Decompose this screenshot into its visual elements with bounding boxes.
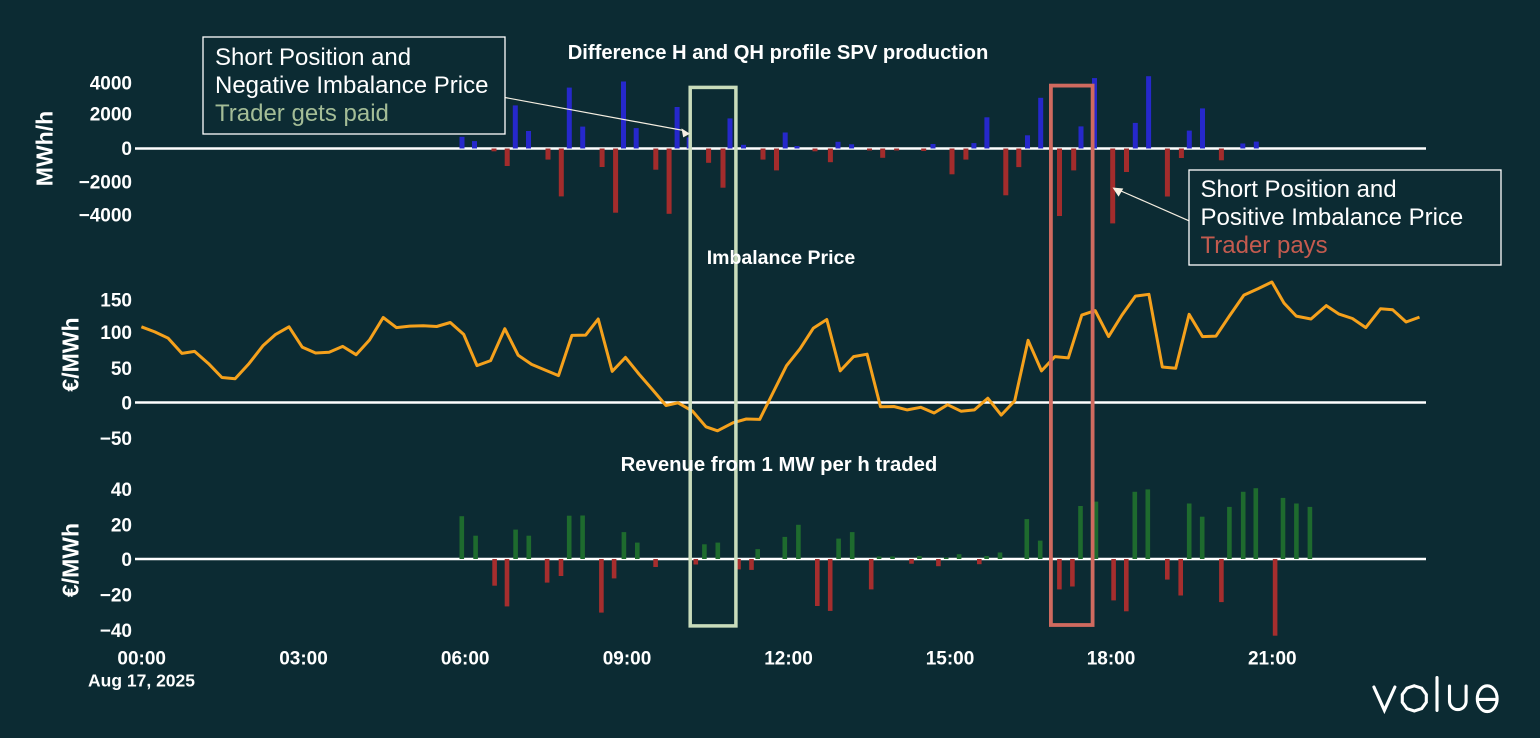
- svg-text:09:00: 09:00: [603, 649, 652, 670]
- svg-text:Trader gets paid: Trader gets paid: [215, 100, 389, 127]
- svg-text:Aug 17, 2025: Aug 17, 2025: [88, 671, 195, 691]
- svg-text:−2000: −2000: [79, 173, 132, 194]
- svg-text:MWh/h: MWh/h: [32, 111, 58, 186]
- svg-text:−20: −20: [100, 586, 132, 607]
- svg-text:Imbalance Price: Imbalance Price: [707, 247, 856, 269]
- svg-text:−40: −40: [100, 621, 132, 642]
- svg-text:00:00: 00:00: [117, 649, 166, 670]
- svg-text:2000: 2000: [90, 105, 132, 126]
- svg-text:40: 40: [111, 480, 132, 501]
- svg-text:Negative Imbalance Price: Negative Imbalance Price: [215, 72, 488, 99]
- svg-text:0: 0: [121, 139, 132, 160]
- svg-text:Trader pays: Trader pays: [1201, 232, 1328, 259]
- svg-text:15:00: 15:00: [926, 649, 975, 670]
- svg-text:20: 20: [111, 516, 132, 537]
- svg-text:€/MWh: €/MWh: [58, 523, 84, 597]
- svg-text:18:00: 18:00: [1087, 649, 1136, 670]
- svg-text:100: 100: [100, 323, 132, 344]
- svg-text:Short Position and: Short Position and: [215, 44, 411, 71]
- svg-text:€/MWh: €/MWh: [58, 317, 84, 391]
- svg-text:50: 50: [111, 359, 132, 380]
- svg-text:4000: 4000: [90, 74, 132, 95]
- svg-text:21:00: 21:00: [1248, 649, 1297, 670]
- svg-text:Positive Imbalance Price: Positive Imbalance Price: [1201, 204, 1464, 231]
- svg-text:0: 0: [121, 394, 132, 415]
- svg-text:06:00: 06:00: [441, 649, 490, 670]
- svg-text:Revenue from 1 MW per h traded: Revenue from 1 MW per h traded: [621, 454, 938, 476]
- svg-text:150: 150: [100, 291, 132, 312]
- svg-text:0: 0: [121, 550, 132, 571]
- svg-text:Difference H and QH profile SP: Difference H and QH profile SPV producti…: [568, 42, 989, 64]
- svg-text:−50: −50: [100, 429, 132, 450]
- svg-text:03:00: 03:00: [279, 649, 328, 670]
- svg-text:−4000: −4000: [79, 206, 132, 227]
- svg-text:Short Position and: Short Position and: [1201, 176, 1397, 203]
- svg-text:12:00: 12:00: [764, 649, 813, 670]
